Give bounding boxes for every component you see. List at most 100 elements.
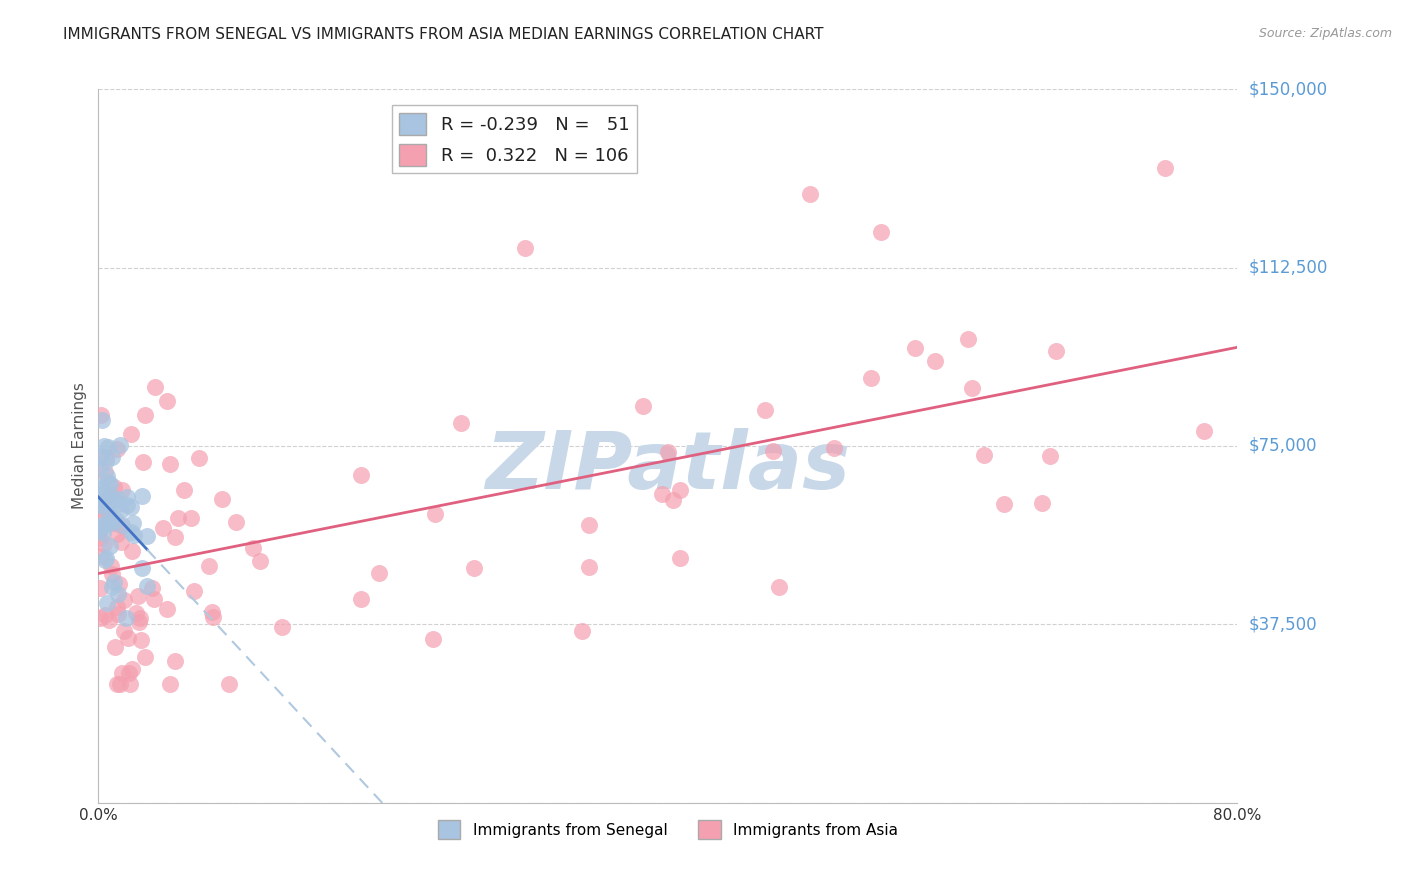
Point (249, 554, 271, 568)
Point (98, 489, 121, 503)
Point (368, 566, 391, 581)
Point (218, 677, 240, 691)
Text: $75,000: $75,000 (1249, 437, 1317, 455)
Point (98, 516, 121, 530)
Point (94, 500, 117, 514)
Point (96, 450, 118, 465)
Point (762, 444, 785, 458)
Point (89, 549, 111, 563)
Point (89, 497, 111, 511)
Point (1153, 161, 1175, 176)
Point (104, 513, 127, 527)
Point (89, 582, 111, 596)
Point (121, 516, 143, 530)
Point (197, 558, 219, 573)
Point (125, 606, 148, 620)
Point (110, 503, 132, 517)
Point (242, 541, 264, 555)
Point (96, 469, 118, 483)
Point (180, 511, 202, 525)
Point (578, 560, 600, 574)
Point (98, 488, 121, 502)
Point (98, 613, 121, 627)
Point (118, 665, 141, 680)
Point (134, 649, 156, 664)
Point (662, 493, 685, 508)
Point (90, 518, 112, 533)
Point (103, 516, 125, 530)
Point (993, 497, 1015, 511)
Point (89, 531, 111, 545)
Point (94, 553, 117, 567)
Point (94, 465, 117, 479)
Point (105, 527, 128, 541)
Point (98, 539, 121, 553)
Text: Source: ZipAtlas.com: Source: ZipAtlas.com (1258, 27, 1392, 40)
Point (103, 479, 125, 493)
Point (97, 440, 120, 454)
Point (159, 457, 181, 471)
Point (96, 596, 118, 610)
Point (90, 502, 112, 516)
Point (270, 619, 292, 633)
Point (1031, 496, 1053, 510)
Point (108, 576, 131, 591)
Point (132, 455, 155, 469)
Point (156, 602, 179, 616)
Point (100, 567, 122, 582)
Point (754, 403, 776, 417)
Point (107, 442, 129, 457)
Point (111, 665, 134, 680)
Point (188, 450, 211, 465)
Point (89, 524, 111, 538)
Point (515, 241, 537, 255)
Point (960, 381, 983, 395)
Point (129, 611, 152, 625)
Point (167, 511, 190, 525)
Y-axis label: Median Earnings: Median Earnings (72, 383, 87, 509)
Point (90, 449, 112, 463)
Point (669, 483, 692, 497)
Point (107, 586, 129, 600)
Point (115, 499, 138, 513)
Point (111, 518, 134, 533)
Point (131, 488, 153, 502)
Point (108, 438, 131, 452)
Point (450, 416, 472, 430)
Point (105, 677, 128, 691)
Point (89, 488, 111, 502)
Point (120, 427, 142, 442)
Point (578, 518, 600, 533)
Point (136, 579, 159, 593)
Point (571, 624, 593, 638)
Point (107, 491, 129, 506)
Point (651, 487, 673, 501)
Point (96, 454, 118, 468)
Point (121, 662, 143, 676)
Point (115, 490, 138, 504)
Point (93, 537, 115, 551)
Point (110, 518, 132, 533)
Point (111, 483, 134, 497)
Point (107, 607, 129, 622)
Point (225, 515, 247, 529)
Point (134, 409, 156, 423)
Text: IMMIGRANTS FROM SENEGAL VS IMMIGRANTS FROM ASIA MEDIAN EARNINGS CORRELATION CHAR: IMMIGRANTS FROM SENEGAL VS IMMIGRANTS FR… (63, 27, 824, 42)
Point (122, 528, 145, 542)
Point (1192, 424, 1215, 438)
Point (657, 445, 679, 459)
Point (115, 610, 138, 624)
Point (96, 517, 118, 532)
Point (127, 589, 149, 603)
Point (98, 477, 121, 491)
Point (201, 610, 224, 624)
Point (768, 580, 790, 594)
Point (98, 508, 121, 522)
Point (973, 448, 995, 462)
Point (98, 492, 121, 507)
Point (90, 413, 112, 427)
Point (135, 529, 157, 543)
Point (128, 615, 150, 630)
Point (349, 591, 371, 606)
Point (104, 640, 127, 654)
